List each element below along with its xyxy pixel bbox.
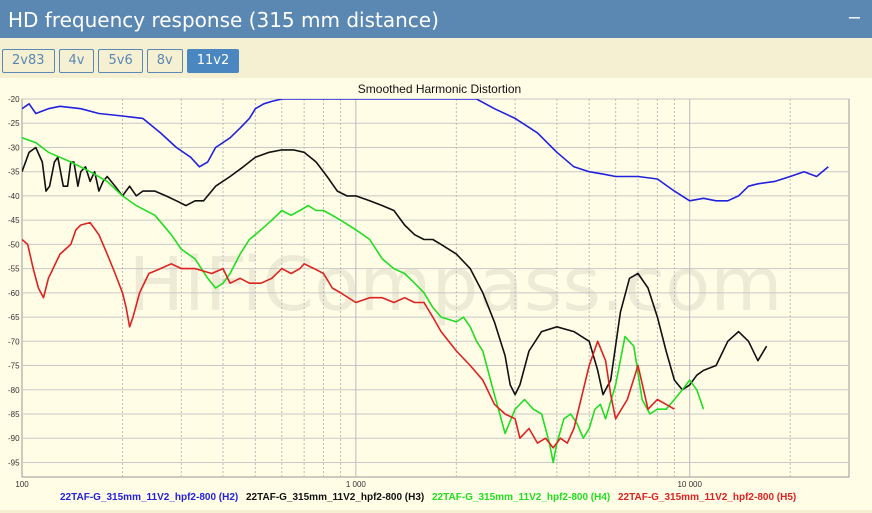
tab-5v6[interactable]: 5v6 [98,49,143,73]
y-tick-label: -90 [8,434,20,443]
legend-h5: 22TAF-G_315mm_11V2_hpf2-800 (H5) [618,492,797,503]
panel-title: HD frequency response (315 mm distance) [8,8,439,32]
y-tick-label: -55 [8,265,20,274]
series-h4-line [22,137,705,464]
y-tick-label: -70 [8,337,20,346]
y-tick-label: -60 [8,289,20,298]
series-h5-line [22,221,675,449]
y-tick-label: -30 [8,143,20,152]
x-tick-label: 10 000 [677,480,702,489]
harmonic-distortion-chart: HiFiCompass.com Smoothed Harmonic Distort… [8,82,850,489]
chart-area: HiFiCompass.com Smoothed Harmonic Distort… [0,78,872,510]
chart-legend: 22TAF-G_315mm_11V2_hpf2-800 (H2) 22TAF-G… [0,490,872,506]
y-tick-label: -85 [8,410,20,419]
y-tick-label: -20 [8,95,20,104]
y-tick-label: -45 [8,216,20,225]
voltage-tabs: 2v83 4v 5v6 8v 11v2 [2,49,240,73]
tab-8v[interactable]: 8v [146,49,183,73]
tab-2v83[interactable]: 2v83 [2,49,55,73]
series-h3-line [22,146,768,396]
y-tick-label: -75 [8,362,20,371]
y-tick-label: -65 [8,313,20,322]
y-tick-label: -50 [8,240,20,249]
collapse-icon[interactable]: – [848,6,860,28]
y-tick-label: -95 [8,458,20,467]
legend-h2: 22TAF-G_315mm_11V2_hpf2-800 (H2) [60,492,239,503]
y-tick-label: -80 [8,386,20,395]
x-tick-label: 100 [15,480,29,489]
series-h2-line [22,99,829,202]
panel-header: HD frequency response (315 mm distance) … [0,0,872,38]
legend-h4: 22TAF-G_315mm_11V2_hpf2-800 (H4) [432,492,611,503]
watermark: HiFiCompass.com [129,242,783,328]
y-tick-label: -35 [8,168,20,177]
legend-h3: 22TAF-G_315mm_11V2_hpf2-800 (H3) [246,492,425,503]
tab-11v2[interactable]: 11v2 [186,49,240,73]
y-tick-label: -25 [8,119,20,128]
chart-title: Smoothed Harmonic Distortion [358,82,521,96]
tab-4v[interactable]: 4v [58,49,95,73]
y-tick-label: -40 [8,192,20,201]
x-tick-label: 1 000 [346,480,367,489]
